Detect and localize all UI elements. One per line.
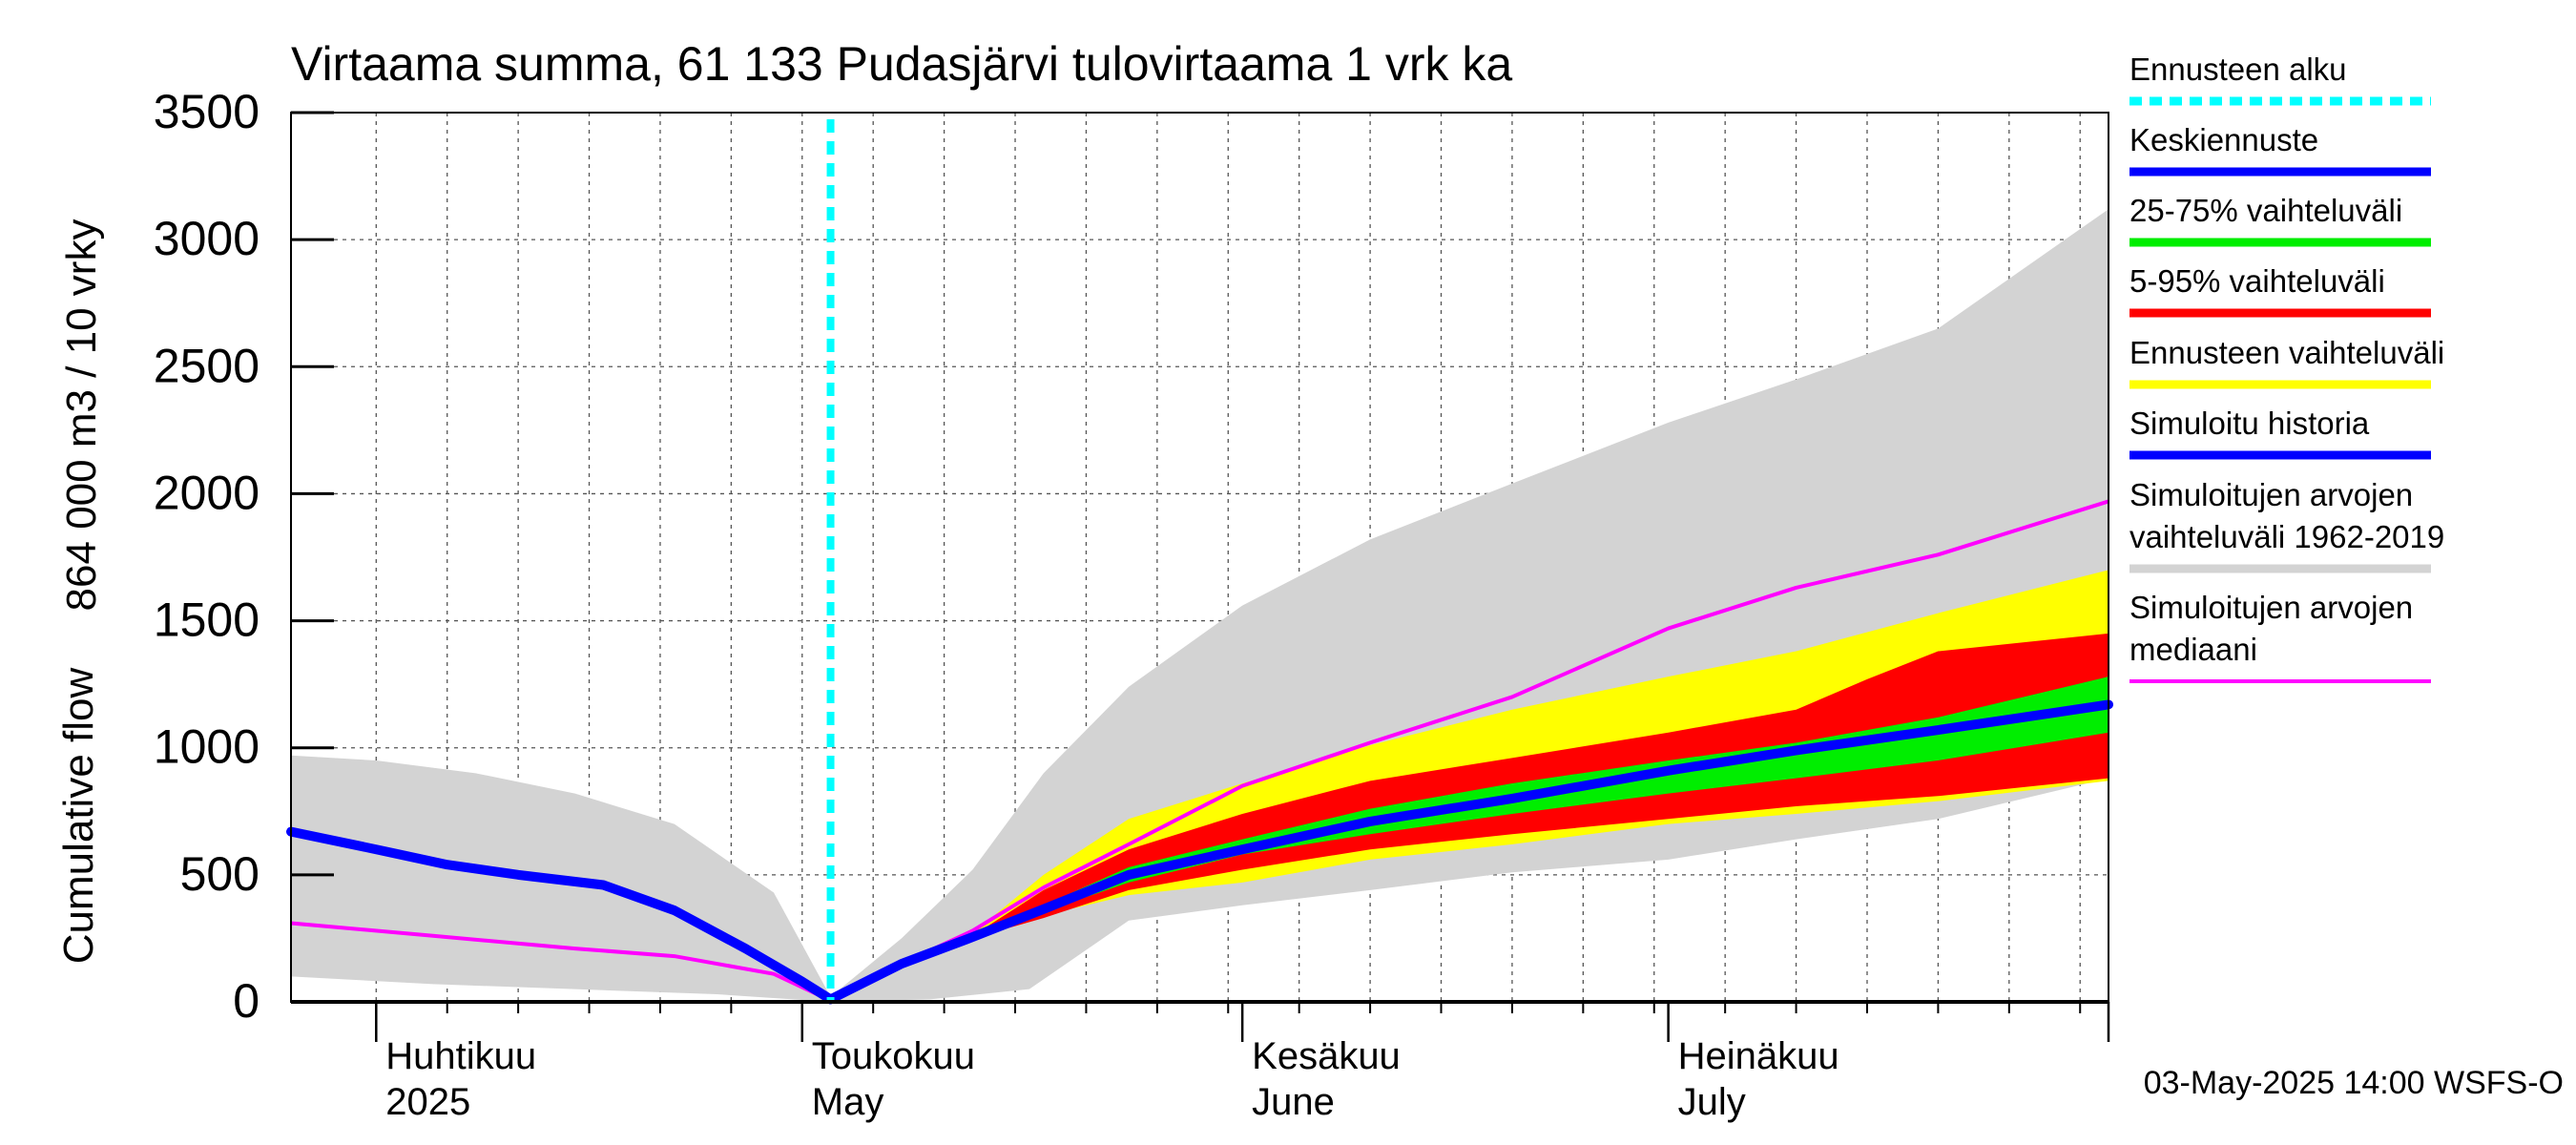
y-axis-label-bottom: Cumulative flow [55, 668, 102, 965]
legend-label: mediaani [2129, 632, 2257, 667]
legend: Ennusteen alku Keskiennuste 25-75% vaihtel… [2129, 52, 2444, 683]
y-axis-label-top: 864 000 m3 / 10 vrky [58, 219, 105, 612]
legend-label: Ennusteen alku [2129, 52, 2347, 87]
plot-area: 0 500 1000 1500 2000 2500 3000 3500 Huhtikuu2025… [154, 85, 2113, 1123]
month-sublabel: 2025 [385, 1081, 470, 1123]
legend-label: Simuloitujen arvojen [2129, 477, 2413, 512]
y-tick-label: 2000 [154, 466, 260, 519]
month-sublabel: July [1678, 1081, 1746, 1123]
legend-item-forecast-start: Ennusteen alku [2129, 52, 2431, 106]
timestamp-label: 03-May-2025 14:00 WSFS-O [2144, 1065, 2564, 1101]
data-lines [286, 119, 2113, 1005]
y-tick-label: 0 [233, 974, 260, 1028]
legend-item-historical-range: Simuloitujen arvojen vaihteluväli 1962-20… [2129, 477, 2444, 573]
legend-item-forecast-range: Ennusteen vaihteluväli [2129, 335, 2444, 389]
legend-label: Simuloitujen arvojen [2129, 590, 2413, 625]
y-tick-label: 1000 [154, 720, 260, 774]
legend-label: vaihteluväli 1962-2019 [2129, 519, 2444, 554]
legend-label: 25-75% vaihteluväli [2129, 193, 2402, 228]
legend-item-historical-median: Simuloitujen arvojen mediaani [2129, 590, 2431, 683]
chart-title: Virtaama summa, 61 133 Pudasjärvi tulovi… [291, 37, 1512, 91]
month-label: Toukokuu [812, 1035, 975, 1077]
legend-label: 5-95% vaihteluväli [2129, 263, 2385, 299]
legend-item-mean-forecast: Keskiennuste [2129, 122, 2431, 177]
y-tick-label: 2500 [154, 339, 260, 392]
mean-forecast-line [825, 699, 2113, 1005]
legend-label: Simuloitu historia [2129, 406, 2370, 441]
month-label: Heinäkuu [1678, 1035, 1839, 1077]
legend-label: Keskiennuste [2129, 122, 2318, 157]
historical-median-line [290, 499, 2109, 1003]
month-sublabel: June [1252, 1081, 1335, 1123]
legend-item-simulated-history: Simuloitu historia [2129, 406, 2431, 460]
y-tick-label: 3500 [154, 85, 260, 138]
simulated-history-line [286, 826, 836, 1005]
y-tick-label: 1500 [154, 593, 260, 647]
axes: 0 500 1000 1500 2000 2500 3000 3500 Huhtikuu2025… [154, 85, 2110, 1123]
month-sublabel: May [812, 1081, 884, 1123]
legend-item-band-25-75: 25-75% vaihteluväli [2129, 193, 2431, 247]
month-label: Kesäkuu [1252, 1035, 1401, 1077]
legend-item-band-5-95: 5-95% vaihteluväli [2129, 263, 2431, 318]
y-tick-label: 3000 [154, 212, 260, 265]
legend-label: Ennusteen vaihteluväli [2129, 335, 2444, 370]
month-label: Huhtikuu [385, 1035, 536, 1077]
y-tick-label: 500 [180, 847, 260, 901]
